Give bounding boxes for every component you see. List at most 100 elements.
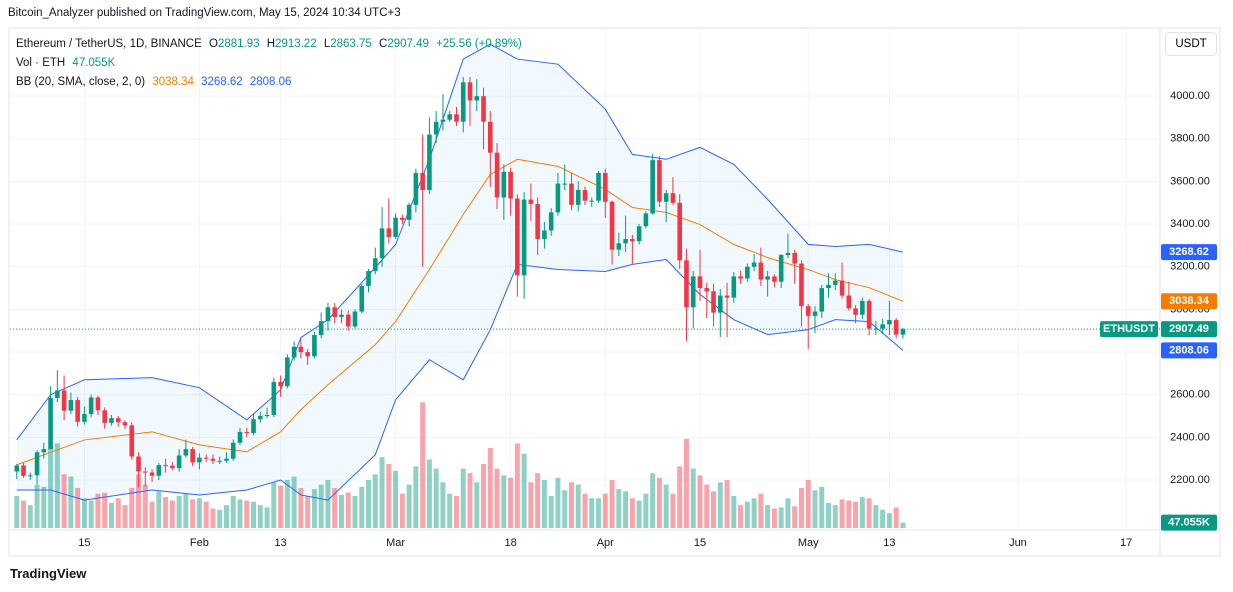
bb-basis-value: 3038.34 [152, 76, 194, 88]
candle-body [298, 346, 304, 353]
bb-lower-badge: 2808.06 [1169, 344, 1209, 356]
volume-bar [487, 448, 493, 528]
volume-bar [771, 508, 777, 528]
candle-body [866, 300, 872, 329]
vol-title: Vol · ETH [16, 57, 66, 69]
candle-body [853, 308, 858, 315]
y-tick-label: 3400.00 [1170, 218, 1210, 230]
volume-bar [251, 501, 257, 528]
volume-bar [136, 474, 142, 528]
bb-basis-line [16, 158, 904, 466]
o-key: O [208, 38, 218, 50]
volume-bar [176, 496, 182, 528]
candle-body [846, 295, 852, 309]
volume-bar [352, 496, 358, 528]
candle-body [501, 171, 507, 198]
bb-upper-line [16, 43, 904, 441]
volume-bar [481, 464, 487, 528]
h-key: H [266, 38, 276, 50]
bb-upper-badge: 3268.62 [1169, 246, 1209, 258]
candle-body [386, 228, 392, 237]
candle-body [305, 352, 310, 357]
candle-body [129, 425, 135, 457]
volume-bar [95, 493, 101, 528]
candle-body [433, 121, 439, 135]
candle-body [21, 465, 26, 476]
y-tick-label: 3600.00 [1170, 175, 1210, 187]
volume-bar [893, 507, 899, 528]
x-tick-label: Mar [386, 537, 405, 549]
y-tick-label: 4000.00 [1170, 90, 1210, 102]
bb-title: BB (20, SMA, close, 2, 0) [16, 76, 146, 88]
candle-body [758, 262, 764, 280]
candle-body [684, 260, 689, 308]
volume-bar [115, 498, 121, 528]
candle-body [447, 114, 453, 120]
volume-bar [210, 508, 216, 528]
candle-body [183, 449, 189, 456]
volume-bar [453, 496, 459, 528]
volume-bar [886, 513, 892, 528]
candle-body [717, 295, 723, 313]
candle-body [474, 96, 480, 101]
candle-body [860, 300, 865, 315]
x-tick-label: 13 [883, 537, 895, 549]
candle-body [630, 239, 635, 242]
volume-bar [873, 505, 879, 528]
volume-bar [751, 498, 757, 528]
bb-lower-value: 2808.06 [249, 76, 292, 88]
vol-value: 47.055K [72, 57, 116, 69]
c-value: 2907.49 [387, 38, 429, 50]
volume-bar [68, 476, 74, 528]
candle-body [122, 422, 128, 426]
volume-bar [48, 448, 54, 528]
candle-body [785, 252, 791, 256]
candle-body [379, 228, 385, 259]
candle-body [508, 171, 513, 199]
volume-bar [616, 489, 622, 528]
candle-body [41, 449, 47, 453]
volume-bar [426, 459, 432, 528]
candle-body [657, 160, 662, 202]
candle-body [176, 455, 182, 469]
candle-body [535, 203, 540, 240]
volume-bar [359, 486, 365, 528]
volume-bar [54, 443, 60, 528]
candle-body [115, 418, 121, 423]
candle-body [711, 291, 716, 313]
volume-bar [758, 493, 764, 528]
candle-body [805, 306, 811, 316]
chart-frame [8, 27, 1221, 557]
candle-body [352, 311, 358, 327]
candle-body [819, 288, 825, 312]
candle-body [102, 410, 108, 423]
candle-body [170, 465, 175, 469]
volume-bar [338, 494, 344, 528]
candle-body [88, 397, 94, 414]
volume-bar [122, 505, 128, 528]
change: +25.56 (+0.89%) [436, 38, 522, 50]
x-tick-label: 15 [78, 537, 90, 549]
candle-body [596, 172, 601, 201]
x-tick-label: 15 [694, 537, 706, 549]
volume-bar [149, 501, 155, 528]
x-tick-label: Feb [190, 537, 209, 549]
y-tick-label: 3800.00 [1170, 133, 1210, 145]
volume-bar [623, 491, 629, 528]
candle-body [271, 381, 277, 415]
candle-body [61, 390, 67, 411]
candle-body [623, 239, 628, 244]
symbol: Ethereum / TetherUS, 1D, BINANCE [16, 38, 202, 50]
volume-bar [75, 488, 81, 528]
volume-bar [555, 477, 561, 528]
candle-body [481, 96, 486, 122]
volume-bar [880, 509, 886, 528]
candle-body [224, 458, 229, 461]
candle-body [136, 456, 141, 472]
volume-bar [345, 492, 351, 528]
currency-button[interactable]: USDT [1165, 32, 1217, 56]
volume-bar [738, 505, 744, 528]
volume-bar [744, 501, 750, 528]
y-tick-label: 2600.00 [1170, 389, 1210, 401]
volume-bar [568, 482, 574, 528]
